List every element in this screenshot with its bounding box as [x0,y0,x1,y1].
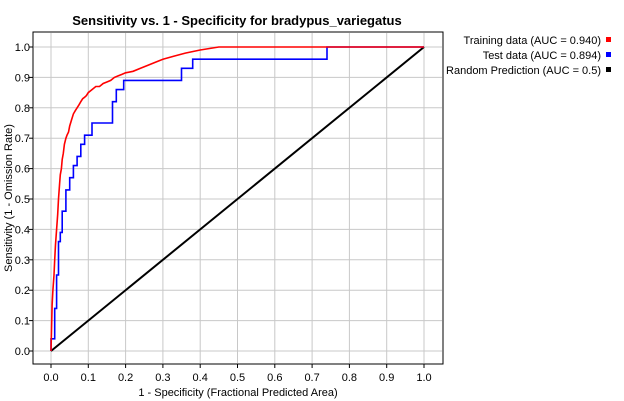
x-tick-label: 0.1 [81,372,96,384]
x-tick-label: 0.5 [230,372,245,384]
y-tick-label: 1.0 [15,42,30,54]
y-tick-label: 0.2 [15,285,30,297]
plot-area: 0.0 0.1 0.2 0.3 0.4 0.5 0.6 0.7 0.8 0.9 1.0 0.0 0.1 0… [15,31,444,384]
legend-marker-2 [606,67,611,72]
y-tick-label: 0.4 [15,224,30,236]
y-axis-label: Sensitivity (1 - Omission Rate) [3,124,15,272]
y-tick-label: 0.1 [15,316,30,328]
legend-label-2: Random Prediction (AUC = 0.5) [446,65,601,77]
x-tick-label: 0.0 [43,372,58,384]
y-tick-label: 0.5 [15,194,30,206]
series-line-1 [50,46,424,351]
x-tick-label: 0.9 [379,372,394,384]
legend-label-0: Training data (AUC = 0.940) [464,35,601,47]
y-tick-label: 0.7 [15,133,30,145]
y-tick-label: 0.8 [15,103,30,115]
x-tick-label: 0.7 [304,372,319,384]
series-lines [50,46,425,352]
x-tick-label: 0.8 [342,372,357,384]
axis-ticks: 0.0 0.1 0.2 0.3 0.4 0.5 0.6 0.7 0.8 0.9 1.0 0.0 0.1 0… [15,42,432,384]
y-tick-label: 0.9 [15,72,30,84]
x-tick-label: 0.4 [193,372,208,384]
x-tick-label: 1.0 [416,372,431,384]
series-line-2 [50,46,425,352]
x-axis-label: 1 - Specificity (Fractional Predicted Ar… [138,387,337,399]
legend: Training data (AUC = 0.940) Test data (AU… [446,35,611,77]
chart-title: Sensitivity vs. 1 - Specificity for brad… [72,13,401,28]
y-tick-label: 0.0 [15,346,30,358]
legend-label-1: Test data (AUC = 0.894) [483,50,601,62]
legend-marker-1 [606,52,611,57]
x-tick-label: 0.3 [155,372,170,384]
legend-marker-0 [606,37,611,42]
y-tick-label: 0.6 [15,164,30,176]
y-tick-label: 0.3 [15,255,30,267]
series-line-0 [50,46,424,352]
x-tick-label: 0.6 [267,372,282,384]
x-tick-label: 0.2 [118,372,133,384]
grid [34,33,442,363]
